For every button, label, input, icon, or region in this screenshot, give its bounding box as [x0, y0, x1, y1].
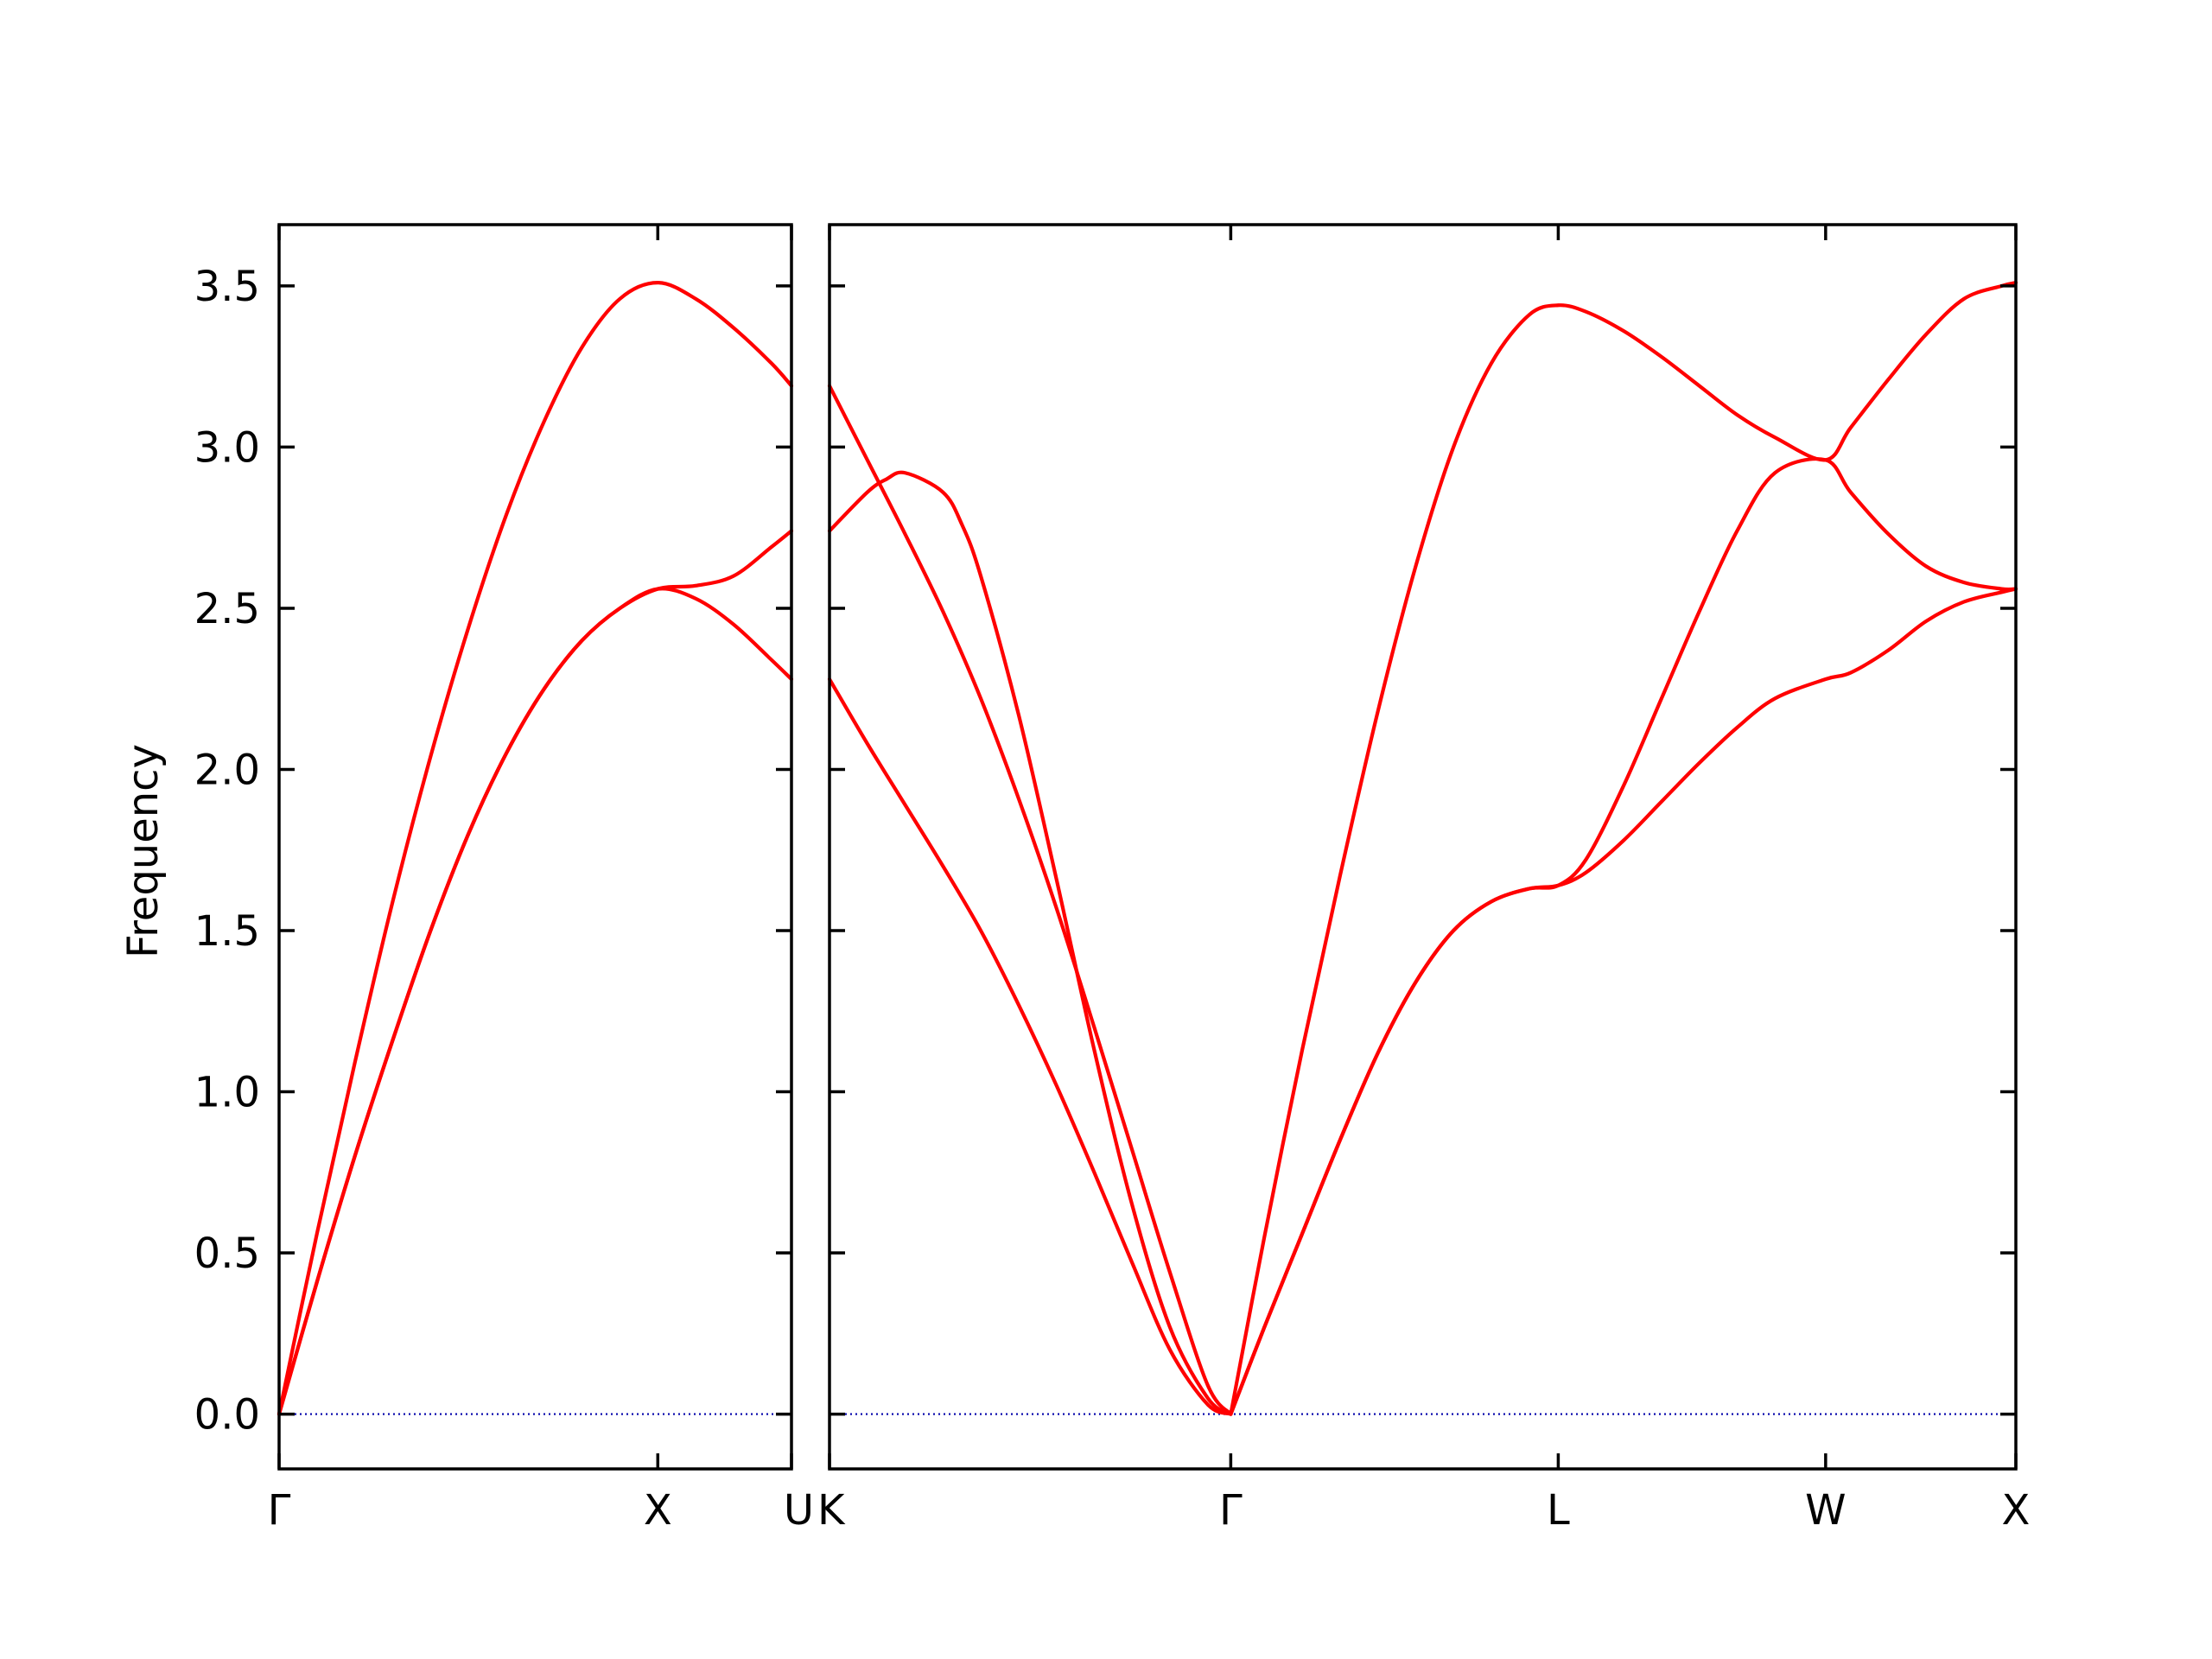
band-line-1 — [276, 281, 794, 1416]
y-tick-label: 3.0 — [194, 423, 260, 472]
band-line-2 — [827, 470, 1233, 1416]
x-tick-label-1: K — [817, 1486, 846, 1535]
plot-frame — [277, 223, 793, 1471]
x-tick-label-4: W — [1805, 1486, 1846, 1535]
x-tick-label-1: Γ — [268, 1486, 291, 1535]
y-tick-label: 1.0 — [194, 1069, 260, 1117]
panel-1: 0.0 0.5 1.0 1.5 2.0 2.5 3.0 3.5 Γ X U — [194, 223, 814, 1535]
y-tick-label: 2.0 — [194, 746, 260, 794]
y-tick-label: 2.5 — [194, 585, 260, 633]
x-tick-label-5: X — [2002, 1486, 2031, 1535]
x-tick-label-3: U — [784, 1486, 814, 1535]
plot-frame — [828, 223, 2018, 1471]
panels: 0.0 0.5 1.0 1.5 2.0 2.5 3.0 3.5 Γ X U K Γ L W X — [194, 223, 2031, 1535]
band-line-1 — [827, 384, 1233, 1416]
band-line-4 — [1229, 281, 2018, 1416]
band-line-5 — [1229, 457, 2018, 1416]
y-tick-label: 0.5 — [194, 1230, 260, 1278]
band-line-3 — [827, 677, 1233, 1416]
x-tick-label-2: X — [644, 1486, 672, 1535]
band-line-2 — [276, 529, 794, 1416]
x-tick-label-3: L — [1547, 1486, 1570, 1535]
y-tick-label: 3.5 — [194, 263, 260, 311]
y-tick-label: 0.0 — [194, 1391, 260, 1440]
y-tick-label: 1.5 — [194, 907, 260, 956]
band-line-6 — [1229, 587, 2018, 1416]
band-line-3 — [276, 587, 794, 1416]
x-tick-label-2: Γ — [1219, 1486, 1243, 1535]
y-axis-label: Frequency — [119, 744, 168, 958]
